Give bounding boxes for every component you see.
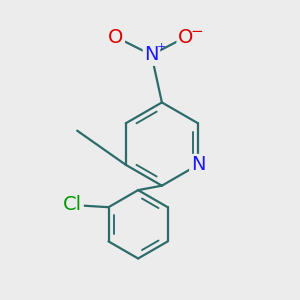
Text: N: N [144,45,159,64]
Text: Cl: Cl [63,196,82,214]
Text: O: O [178,28,194,46]
Text: N: N [191,155,205,174]
Text: O: O [108,28,124,46]
Text: −: − [190,24,203,39]
Text: +: + [156,43,166,52]
